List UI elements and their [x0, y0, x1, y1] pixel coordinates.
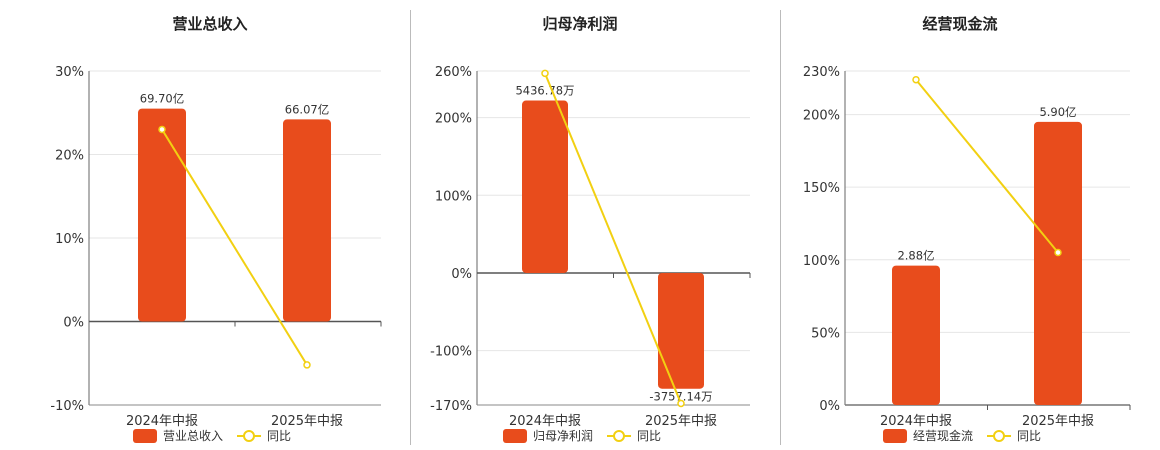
- y-tick-label: -170%: [430, 399, 472, 414]
- chart-title: 经营现金流: [922, 15, 997, 33]
- y-tick-label: 0%: [63, 316, 84, 331]
- chart-panel: 归母净利润 260% 200% 100% 0% -100% -170% 2024年中报 2025…: [430, 15, 751, 443]
- bar: [658, 272, 704, 389]
- x-tick-label: 2024年中报: [880, 414, 952, 429]
- bar: [283, 119, 331, 322]
- y-tick-label: 10%: [55, 232, 84, 247]
- bar-data-label: -3757.14万: [649, 390, 712, 404]
- legend-line-marker: [243, 430, 255, 442]
- y-tick-label: 0%: [451, 267, 472, 282]
- bar: [522, 100, 568, 273]
- chart-title: 营业总收入: [172, 15, 247, 33]
- legend-label: 经营现金流: [913, 428, 973, 443]
- y-tick-label: 0%: [819, 399, 840, 414]
- legend-label: 同比: [1017, 429, 1041, 443]
- legend-line-marker: [993, 430, 1005, 442]
- bar-data-label: 2.88亿: [897, 249, 934, 263]
- legend-bar-swatch: [503, 429, 527, 443]
- legend-label: 营业总收入: [163, 429, 223, 443]
- bar: [1034, 121, 1082, 406]
- x-tick-label: 2025年中报: [271, 414, 343, 429]
- legend-line-marker: [613, 430, 625, 442]
- x-tick-label: 2024年中报: [126, 414, 198, 429]
- y-tick-label: 50%: [811, 326, 840, 341]
- y-tick-label: -10%: [50, 399, 84, 414]
- line-point: [677, 399, 685, 408]
- line-point: [1054, 248, 1062, 257]
- bar-data-label: 69.70亿: [140, 92, 184, 106]
- line-point: [158, 125, 166, 134]
- series-line: [915, 79, 1059, 254]
- line-point: [912, 75, 920, 84]
- bar-data-label: 66.07亿: [285, 102, 329, 116]
- bar-data-label: 5.90亿: [1039, 105, 1076, 119]
- chart-panel: 经营现金流 230% 200% 150% 100% 50% 0% 2024年中报 2025年中报…: [803, 15, 1131, 443]
- series-line: [161, 128, 308, 366]
- y-tick-label: 230%: [803, 65, 840, 80]
- bar: [892, 265, 940, 405]
- y-tick-label: 200%: [803, 109, 840, 124]
- bar-data-label: 5436.78万: [515, 84, 574, 98]
- x-tick-label: 2025年中报: [645, 414, 717, 429]
- y-tick-label: -100%: [430, 345, 472, 360]
- legend-bar-swatch: [133, 429, 157, 443]
- line-point: [541, 69, 549, 78]
- y-tick-label: 30%: [55, 65, 84, 80]
- series-line: [544, 72, 682, 404]
- chart-panel: 营业总收入 30% 20% 10% 0% -10% 2024年中报 2025年中报 69.70亿…: [50, 15, 382, 443]
- y-tick-label: 100%: [435, 189, 472, 204]
- legend-label: 归母净利润: [533, 429, 593, 443]
- y-tick-label: 260%: [435, 65, 472, 80]
- bar: [138, 108, 186, 322]
- y-tick-label: 150%: [803, 181, 840, 196]
- legend-label: 同比: [637, 429, 661, 443]
- line-point: [303, 361, 311, 369]
- legend-bar-swatch: [883, 429, 907, 443]
- y-tick-label: 200%: [435, 112, 472, 127]
- y-tick-label: 20%: [55, 149, 84, 164]
- chart-title: 归母净利润: [542, 15, 617, 33]
- y-tick-label: 100%: [803, 254, 840, 269]
- legend-label: 同比: [267, 429, 291, 443]
- x-tick-label: 2024年中报: [509, 414, 581, 429]
- x-tick-label: 2025年中报: [1022, 414, 1094, 429]
